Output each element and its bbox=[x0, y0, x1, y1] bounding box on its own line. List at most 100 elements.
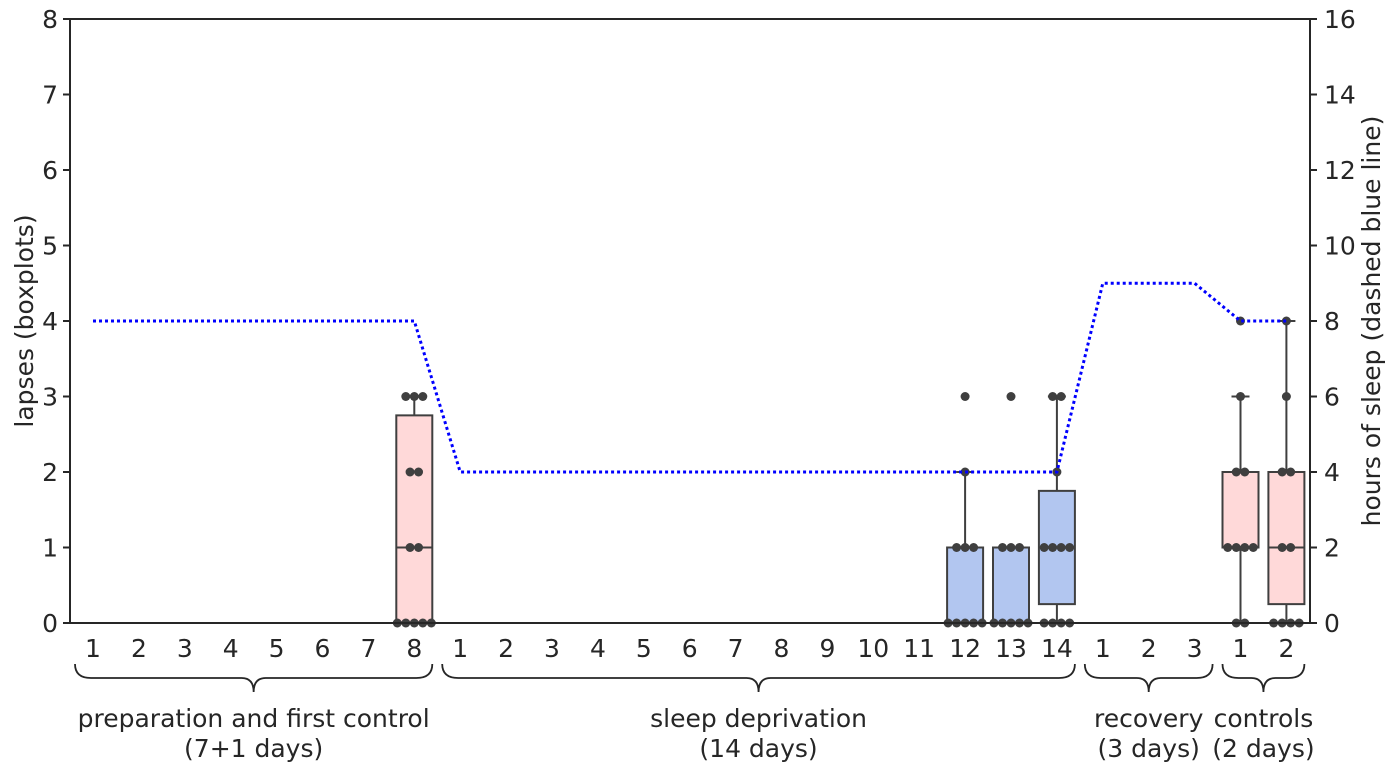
data-point bbox=[1231, 543, 1241, 552]
box bbox=[1221, 471, 1260, 549]
data-point bbox=[960, 392, 970, 401]
boxplot-day-22 bbox=[1037, 392, 1076, 628]
group-brace bbox=[441, 663, 1076, 693]
x-tick-label: 3 bbox=[544, 634, 560, 663]
box bbox=[1267, 471, 1306, 606]
group-preparation: preparation and first control(7+1 days) bbox=[74, 663, 434, 763]
x-tick-label: 4 bbox=[223, 634, 239, 663]
group-label-line1: recovery bbox=[1094, 704, 1204, 733]
data-point bbox=[969, 543, 979, 552]
y-right-tick-label: 14 bbox=[1324, 81, 1356, 110]
x-tick-label: 7 bbox=[360, 634, 376, 663]
data-point bbox=[998, 543, 1007, 552]
y-right-tick-label: 16 bbox=[1324, 5, 1356, 34]
y-axis-right-label: hours of sleep (dashed blue line) bbox=[1357, 116, 1386, 527]
data-point bbox=[409, 392, 419, 401]
data-point bbox=[1006, 392, 1016, 401]
data-point bbox=[1039, 543, 1049, 552]
data-point bbox=[960, 543, 970, 552]
x-tick-label: 3 bbox=[177, 634, 193, 663]
data-point bbox=[418, 392, 428, 401]
y-right-tick-label: 2 bbox=[1324, 534, 1340, 563]
x-tick-label: 12 bbox=[949, 634, 981, 663]
x-tick-label: 3 bbox=[1187, 634, 1203, 663]
y-left-tick-label: 0 bbox=[42, 609, 58, 638]
x-tick-label: 6 bbox=[682, 634, 698, 663]
x-tick-label: 8 bbox=[406, 634, 422, 663]
y-left-tick-label: 8 bbox=[42, 5, 58, 34]
y-right-tick-label: 0 bbox=[1324, 609, 1340, 638]
data-point bbox=[1240, 543, 1250, 552]
x-tick-label: 6 bbox=[315, 634, 331, 663]
data-point bbox=[1231, 467, 1241, 477]
data-point bbox=[405, 543, 415, 552]
y-left-tick-label: 3 bbox=[42, 383, 58, 412]
y-right-tick-label: 6 bbox=[1324, 383, 1340, 412]
x-tick-label: 1 bbox=[85, 634, 101, 663]
boxplot-day-20 bbox=[943, 392, 987, 628]
x-tick-label: 5 bbox=[269, 634, 285, 663]
boxplot-day-8 bbox=[392, 392, 436, 628]
data-point bbox=[1236, 392, 1245, 401]
y-right-tick-label: 12 bbox=[1324, 156, 1356, 185]
data-point bbox=[1056, 543, 1066, 552]
group-label-line2: (7+1 days) bbox=[184, 734, 323, 763]
y-right-tick-label: 4 bbox=[1324, 458, 1340, 487]
data-point bbox=[414, 543, 424, 552]
box bbox=[395, 414, 434, 624]
group-label-line2: (14 days) bbox=[699, 734, 817, 763]
x-tick-label: 4 bbox=[590, 634, 606, 663]
group-brace bbox=[74, 663, 434, 693]
data-point bbox=[1223, 543, 1233, 552]
data-point bbox=[414, 467, 424, 477]
group-brace bbox=[1221, 663, 1306, 693]
data-point bbox=[1240, 467, 1250, 477]
x-tick-label: 13 bbox=[995, 634, 1027, 663]
group-brace bbox=[1083, 663, 1214, 693]
data-point bbox=[1048, 392, 1058, 401]
data-point bbox=[1065, 543, 1075, 552]
group-braces: preparation and first control(7+1 days)s… bbox=[74, 663, 1315, 763]
group-label-line2: (2 days) bbox=[1212, 734, 1314, 763]
x-tick-label: 1 bbox=[1095, 634, 1111, 663]
y-left-tick-label: 5 bbox=[42, 232, 58, 261]
x-tick-label: 1 bbox=[1233, 634, 1249, 663]
data-point bbox=[1248, 543, 1258, 552]
boxplot-day-26 bbox=[1221, 316, 1260, 628]
data-point bbox=[1015, 543, 1024, 552]
group-controls: controls(2 days) bbox=[1212, 663, 1315, 763]
data-point bbox=[1286, 467, 1296, 477]
data-point bbox=[1006, 543, 1016, 552]
data-point bbox=[1277, 467, 1287, 477]
box bbox=[992, 546, 1030, 624]
boxplot-day-21 bbox=[989, 392, 1033, 628]
x-tick-label: 8 bbox=[774, 634, 790, 663]
data-point bbox=[952, 543, 962, 552]
sleep-hours-line bbox=[93, 281, 1287, 474]
boxplot-day-27 bbox=[1267, 316, 1306, 628]
y-left-tick-label: 6 bbox=[42, 156, 58, 185]
y-right-tick-label: 8 bbox=[1324, 307, 1340, 336]
x-tick-label: 2 bbox=[1141, 634, 1157, 663]
group-label-line2: (3 days) bbox=[1098, 734, 1200, 763]
data-point bbox=[1281, 316, 1291, 326]
box bbox=[946, 546, 985, 624]
x-tick-label: 2 bbox=[1278, 634, 1294, 663]
data-point bbox=[1277, 543, 1287, 552]
group-label-line1: controls bbox=[1214, 704, 1314, 733]
y-left-tick-label: 1 bbox=[42, 534, 58, 563]
group-recovery: recovery(3 days) bbox=[1083, 663, 1214, 763]
x-tick-label: 1 bbox=[452, 634, 468, 663]
y-left-tick-label: 7 bbox=[42, 81, 58, 110]
group-label-line1: preparation and first control bbox=[78, 704, 430, 733]
x-tick-label: 10 bbox=[857, 634, 889, 663]
x-tick-label: 2 bbox=[131, 634, 147, 663]
x-tick-label: 14 bbox=[1041, 634, 1073, 663]
data-point bbox=[405, 467, 415, 477]
group-sleep: sleep deprivation(14 days) bbox=[441, 663, 1076, 763]
data-point bbox=[401, 392, 411, 401]
y-axis-left-label: lapses (boxplots) bbox=[10, 214, 39, 427]
